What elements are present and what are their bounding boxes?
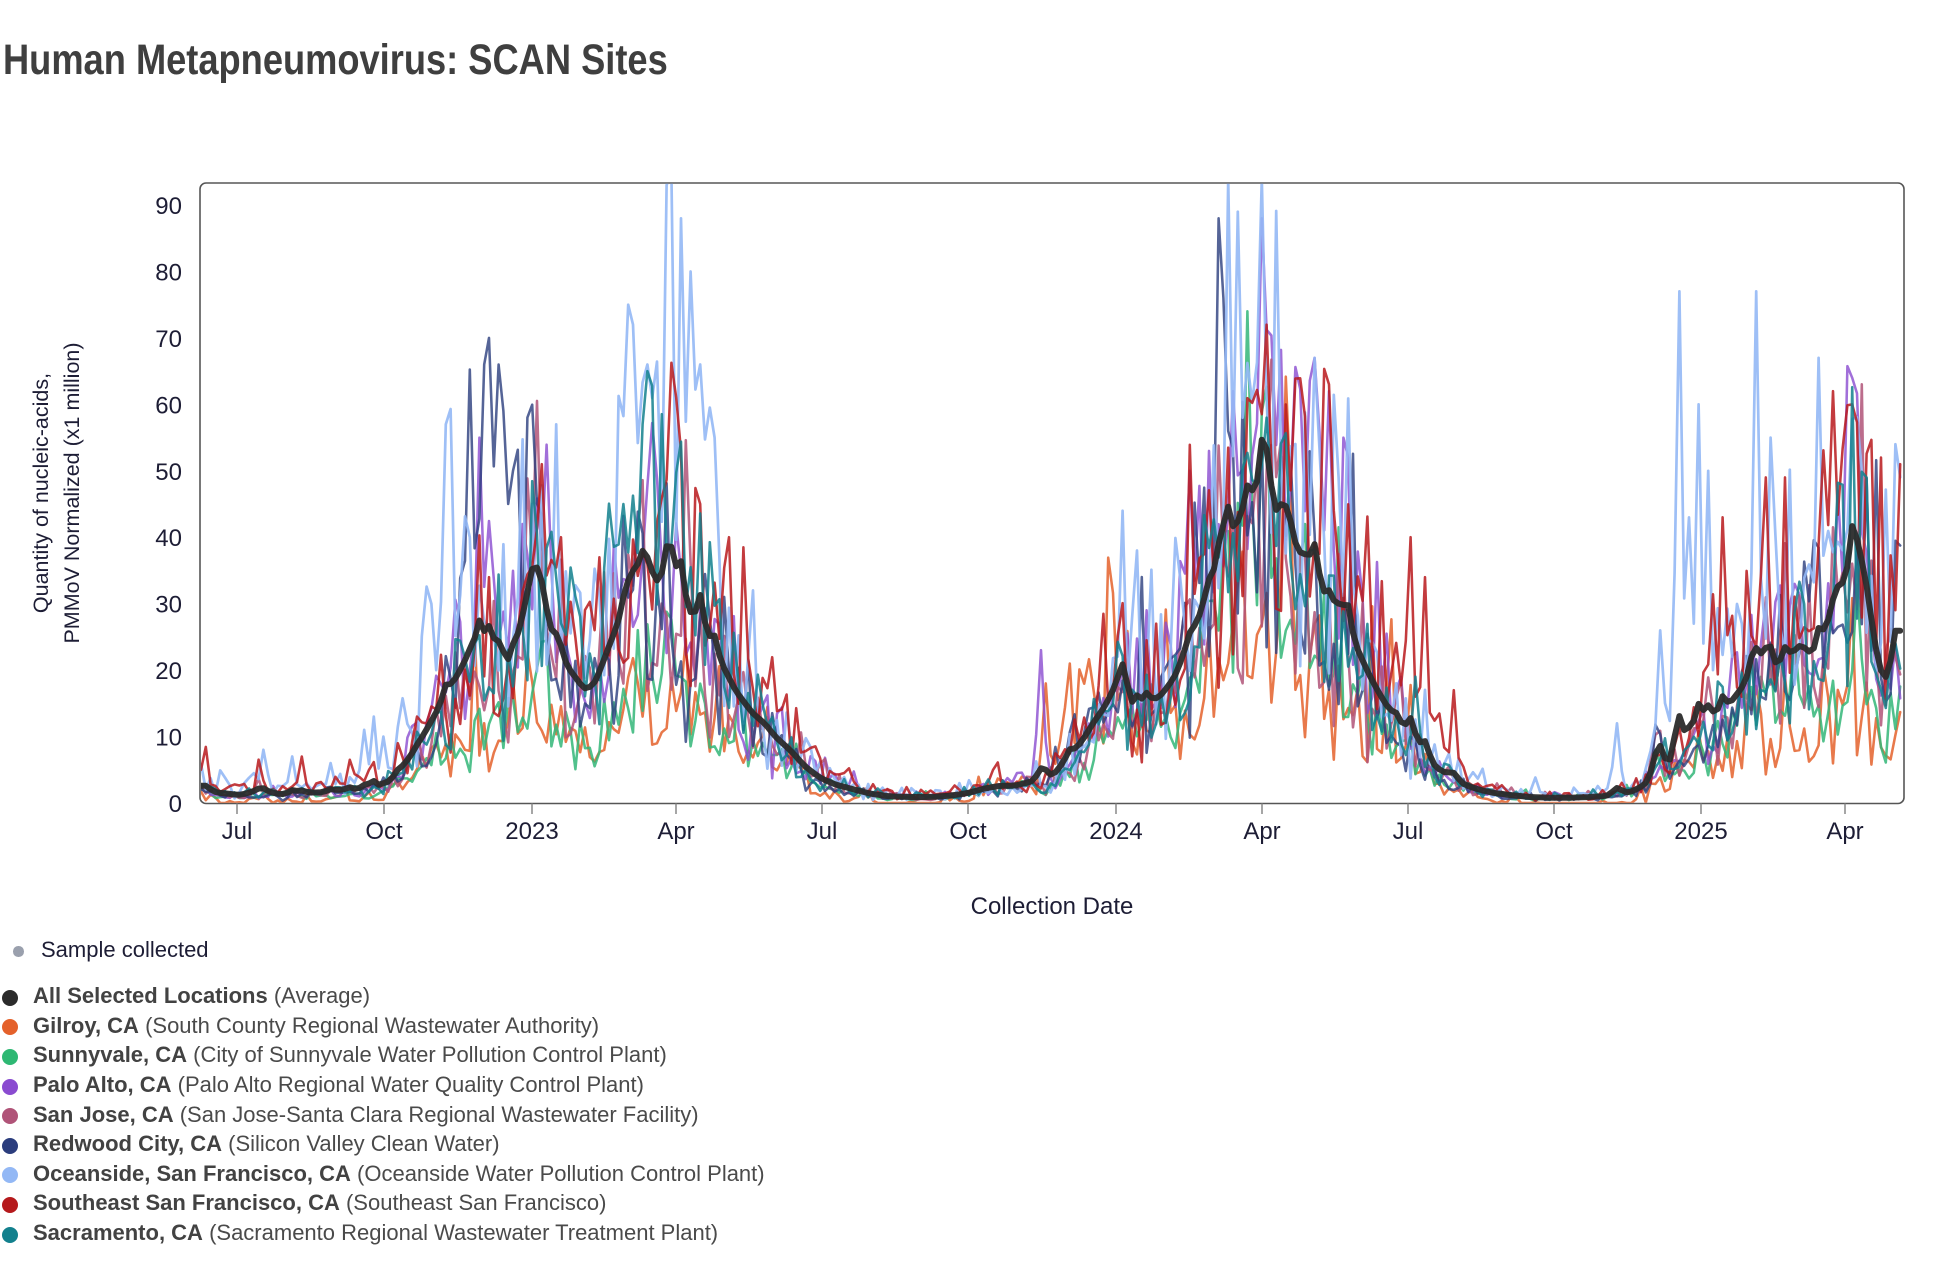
svg-text:10: 10 xyxy=(155,725,182,752)
svg-text:Oct: Oct xyxy=(365,818,403,845)
svg-text:Oct: Oct xyxy=(1535,818,1573,845)
svg-text:Apr: Apr xyxy=(657,818,694,845)
svg-text:Collection Date: Collection Date xyxy=(971,893,1134,920)
svg-text:Quantity of nucleic-acids,: Quantity of nucleic-acids, xyxy=(29,373,53,613)
svg-text:80: 80 xyxy=(155,260,182,287)
svg-text:2025: 2025 xyxy=(1674,818,1727,845)
svg-text:2024: 2024 xyxy=(1089,818,1142,845)
svg-text:90: 90 xyxy=(155,193,182,220)
svg-text:2023: 2023 xyxy=(505,818,558,845)
svg-text:0: 0 xyxy=(169,791,182,818)
svg-text:50: 50 xyxy=(155,459,182,486)
svg-text:30: 30 xyxy=(155,592,182,619)
svg-text:Jul: Jul xyxy=(1393,818,1424,845)
svg-text:40: 40 xyxy=(155,525,182,552)
svg-text:60: 60 xyxy=(155,392,182,419)
svg-text:20: 20 xyxy=(155,658,182,685)
svg-text:Jul: Jul xyxy=(222,818,253,845)
svg-text:PMMoV Normalized (x1 million): PMMoV Normalized (x1 million) xyxy=(60,342,84,643)
svg-text:Apr: Apr xyxy=(1243,818,1280,845)
svg-text:Apr: Apr xyxy=(1826,818,1863,845)
svg-text:Oct: Oct xyxy=(949,818,987,845)
svg-text:70: 70 xyxy=(155,326,182,353)
svg-text:Jul: Jul xyxy=(807,818,838,845)
